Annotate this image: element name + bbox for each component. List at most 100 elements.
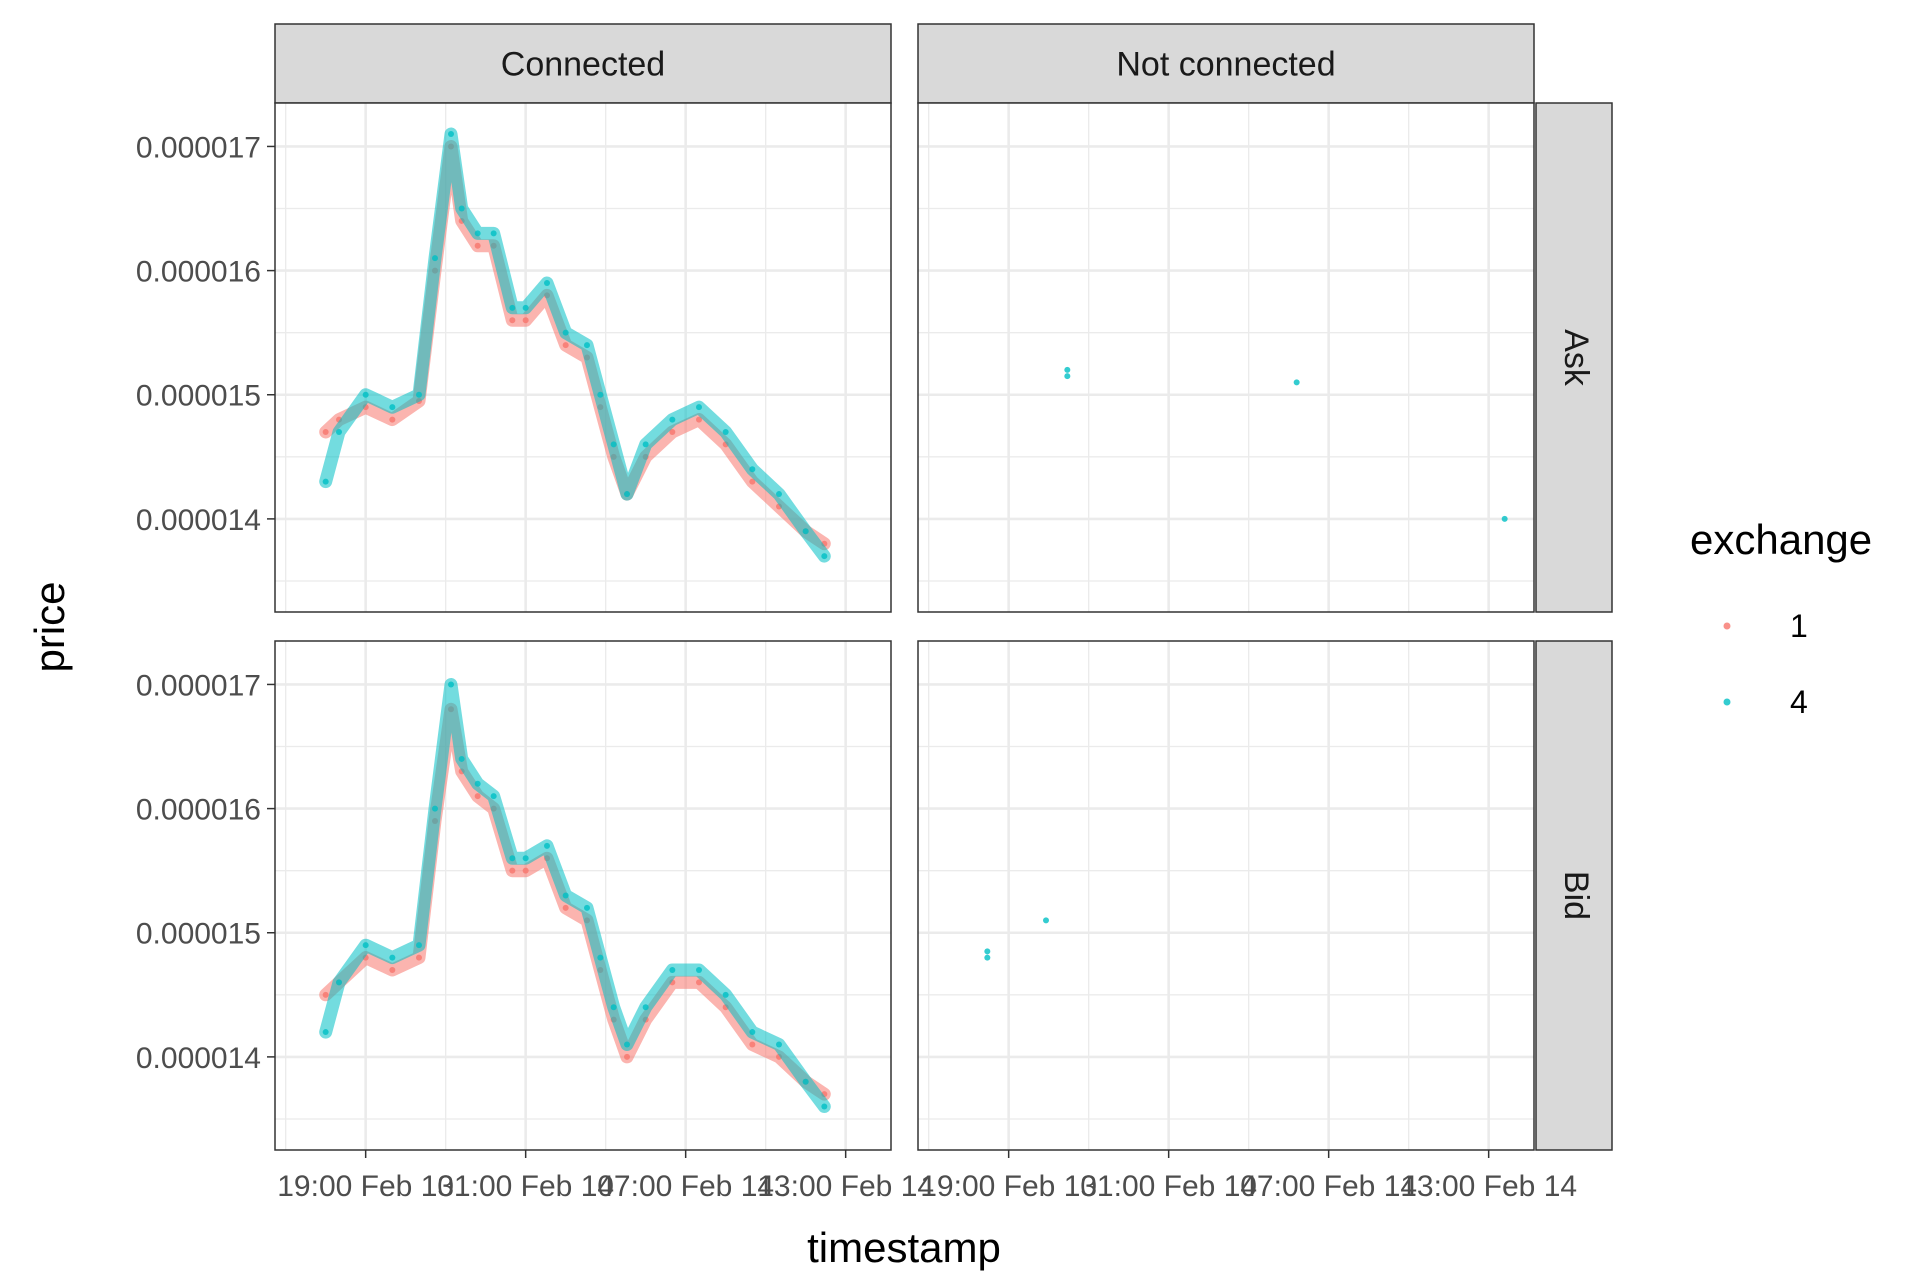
- legend-key-4: [1723, 698, 1731, 706]
- data-point-series-4: [749, 1029, 756, 1036]
- x-tick-label: 13:00 Feb 14: [757, 1170, 934, 1203]
- data-point-series-4: [522, 304, 529, 311]
- data-point-series-4: [490, 230, 497, 237]
- y-tick-label: 0.000017: [136, 131, 261, 164]
- data-point-series-4: [1043, 917, 1049, 924]
- data-point-series-4: [448, 131, 454, 138]
- data-point-series-1: [522, 317, 529, 324]
- data-point-series-4: [432, 255, 438, 262]
- data-point-series-4: [474, 230, 481, 237]
- y-tick-label: 0.000015: [136, 918, 261, 951]
- data-point-series-4: [610, 441, 617, 448]
- data-point-series-4: [509, 304, 516, 311]
- legend-label-4: 4: [1790, 684, 1808, 720]
- data-point-series-4: [509, 855, 516, 862]
- x-tick-label: 19:00 Feb 13: [277, 1170, 454, 1203]
- data-point-series-4: [597, 954, 604, 961]
- data-point-series-4: [802, 528, 809, 535]
- y-axis-title: price: [26, 581, 73, 672]
- data-point-series-4: [322, 1029, 329, 1036]
- facet-strip-label: Connected: [501, 46, 665, 84]
- data-point-series-4: [776, 491, 782, 498]
- x-tick-label: 07:00 Feb 14: [1240, 1170, 1417, 1203]
- panel-border: [274, 102, 892, 613]
- legend-label-1: 1: [1790, 608, 1808, 644]
- x-tick-label: 13:00 Feb 14: [1400, 1170, 1577, 1203]
- facet-strip-connected: [274, 23, 892, 104]
- series-4-band: [319, 127, 831, 563]
- data-point-series-1: [522, 867, 529, 874]
- facet-strip-bid: [1535, 640, 1613, 1151]
- panel-background: [918, 641, 1534, 1150]
- y-tick-label: 0.000015: [136, 380, 261, 413]
- data-point-series-4: [669, 966, 676, 973]
- data-point-series-1: [669, 428, 676, 435]
- data-point-series-4: [749, 466, 756, 473]
- data-point-series-1: [562, 342, 569, 349]
- data-point-series-4: [389, 954, 396, 961]
- facet-strip-label: Ask: [1557, 329, 1595, 387]
- data-point-series-4: [984, 954, 991, 961]
- data-point-series-4: [584, 342, 590, 349]
- data-point-series-4: [416, 391, 422, 398]
- data-point-series-4: [322, 478, 329, 485]
- data-point-series-4: [490, 793, 497, 800]
- data-point-series-4: [362, 942, 369, 949]
- x-tick-label: 01:00 Feb 14: [1080, 1170, 1257, 1203]
- y-tick-label: 0.000014: [136, 1042, 261, 1075]
- panel-border: [917, 102, 1535, 613]
- data-point-series-4: [1501, 515, 1508, 522]
- facet-strip-not-connected: [917, 23, 1535, 104]
- data-point-series-4: [642, 441, 649, 448]
- data-point-series-4: [544, 842, 550, 849]
- data-point-series-1: [474, 242, 481, 249]
- data-point-series-1: [389, 416, 396, 423]
- data-point-series-4: [821, 1103, 828, 1110]
- facet-strip-label: Not connected: [1116, 46, 1335, 84]
- data-point-series-1: [322, 991, 329, 998]
- data-point-series-4: [624, 1041, 630, 1048]
- data-point-series-1: [624, 1053, 630, 1060]
- series-4-band: [319, 678, 831, 1113]
- data-point-series-4: [624, 491, 630, 498]
- panel-background: [918, 103, 1534, 612]
- y-tick-label: 0.000017: [136, 669, 261, 702]
- data-point-series-4: [458, 205, 465, 212]
- data-point-series-4: [474, 780, 481, 787]
- data-point-series-4: [610, 1004, 617, 1011]
- data-point-series-1: [696, 979, 702, 986]
- data-point-series-4: [984, 948, 991, 955]
- data-point-series-4: [802, 1078, 809, 1085]
- data-point-series-1: [696, 416, 702, 423]
- data-point-series-4: [696, 966, 702, 973]
- legend-title: exchange: [1690, 516, 1872, 563]
- data-point-series-4: [776, 1041, 782, 1048]
- x-tick-label: 19:00 Feb 13: [920, 1170, 1097, 1203]
- data-point-series-4: [416, 942, 422, 949]
- data-point-series-1: [474, 793, 481, 800]
- x-tick-label: 07:00 Feb 14: [597, 1170, 774, 1203]
- facet-strip-ask: [1535, 102, 1613, 613]
- x-axis-title: timestamp: [807, 1224, 1001, 1271]
- data-point-series-4: [821, 553, 828, 560]
- y-tick-label: 0.000016: [136, 794, 261, 827]
- data-point-series-4: [642, 1004, 649, 1011]
- data-point-series-1: [509, 317, 516, 324]
- data-point-series-4: [362, 391, 369, 398]
- y-tick-label: 0.000014: [136, 504, 261, 537]
- data-point-series-4: [1293, 379, 1300, 386]
- legend-key-1: [1723, 622, 1731, 630]
- data-point-series-1: [749, 1041, 756, 1048]
- panel-border: [917, 640, 1535, 1151]
- data-point-series-4: [562, 892, 569, 899]
- data-point-series-1: [416, 954, 422, 961]
- data-point-series-1: [322, 428, 329, 435]
- x-tick-label: 01:00 Feb 14: [437, 1170, 614, 1203]
- data-point-series-4: [669, 416, 676, 423]
- data-point-series-4: [544, 280, 550, 287]
- data-point-series-4: [458, 755, 465, 762]
- data-point-series-4: [448, 681, 454, 688]
- data-point-series-4: [389, 404, 396, 411]
